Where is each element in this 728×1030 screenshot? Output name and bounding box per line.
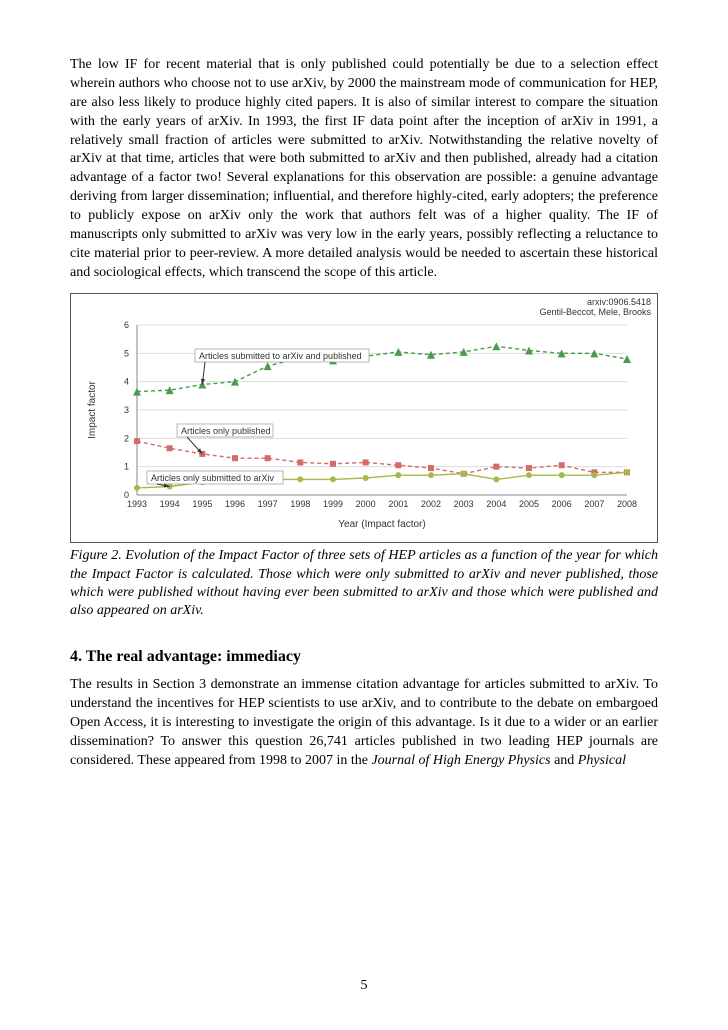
section-4-heading: 4. The real advantage: immediacy <box>70 648 658 666</box>
page-number: 5 <box>0 978 728 994</box>
svg-text:1995: 1995 <box>192 499 212 509</box>
svg-text:2002: 2002 <box>421 499 441 509</box>
svg-text:2007: 2007 <box>584 499 604 509</box>
svg-text:1997: 1997 <box>258 499 278 509</box>
p2-run-b-italic: Journal of High Energy Physics <box>371 753 550 768</box>
svg-text:2004: 2004 <box>486 499 506 509</box>
svg-text:Articles only published: Articles only published <box>181 426 271 436</box>
chart-plot: 0123456199319941995199619971998199920002… <box>77 317 651 532</box>
svg-text:1999: 1999 <box>323 499 343 509</box>
figure-2-container: arxiv:0906.5418 Gentil-Beccot, Mele, Bro… <box>70 293 658 544</box>
chart-attrib-line1: arxiv:0906.5418 <box>587 297 651 307</box>
svg-text:1993: 1993 <box>127 499 147 509</box>
svg-text:Articles only submitted to arX: Articles only submitted to arXiv <box>151 473 275 483</box>
svg-text:1996: 1996 <box>225 499 245 509</box>
svg-text:6: 6 <box>124 320 129 330</box>
svg-text:2006: 2006 <box>552 499 572 509</box>
svg-text:2000: 2000 <box>356 499 376 509</box>
svg-text:Year (Impact factor): Year (Impact factor) <box>338 519 425 530</box>
svg-text:2008: 2008 <box>617 499 637 509</box>
svg-text:3: 3 <box>124 405 129 415</box>
svg-text:1: 1 <box>124 462 129 472</box>
svg-text:2001: 2001 <box>388 499 408 509</box>
figure-2-caption: Figure 2. Evolution of the Impact Factor… <box>70 547 658 620</box>
page: The low IF for recent material that is o… <box>0 0 728 1030</box>
svg-text:2: 2 <box>124 434 129 444</box>
chart-attrib-line2: Gentil-Beccot, Mele, Brooks <box>539 307 651 317</box>
svg-text:4: 4 <box>124 377 129 387</box>
p2-run-c: and <box>551 753 578 768</box>
body-paragraph-1: The low IF for recent material that is o… <box>70 56 658 283</box>
p2-run-d-italic: Physical <box>578 753 626 768</box>
chart-attribution: arxiv:0906.5418 Gentil-Beccot, Mele, Bro… <box>77 298 651 318</box>
svg-text:Impact factor: Impact factor <box>87 381 98 439</box>
body-paragraph-2: The results in Section 3 demonstrate an … <box>70 676 658 770</box>
svg-text:1994: 1994 <box>160 499 180 509</box>
svg-text:2005: 2005 <box>519 499 539 509</box>
svg-text:1998: 1998 <box>290 499 310 509</box>
svg-text:5: 5 <box>124 349 129 359</box>
svg-text:Articles submitted to arXiv an: Articles submitted to arXiv and publishe… <box>199 351 362 361</box>
svg-text:2003: 2003 <box>454 499 474 509</box>
